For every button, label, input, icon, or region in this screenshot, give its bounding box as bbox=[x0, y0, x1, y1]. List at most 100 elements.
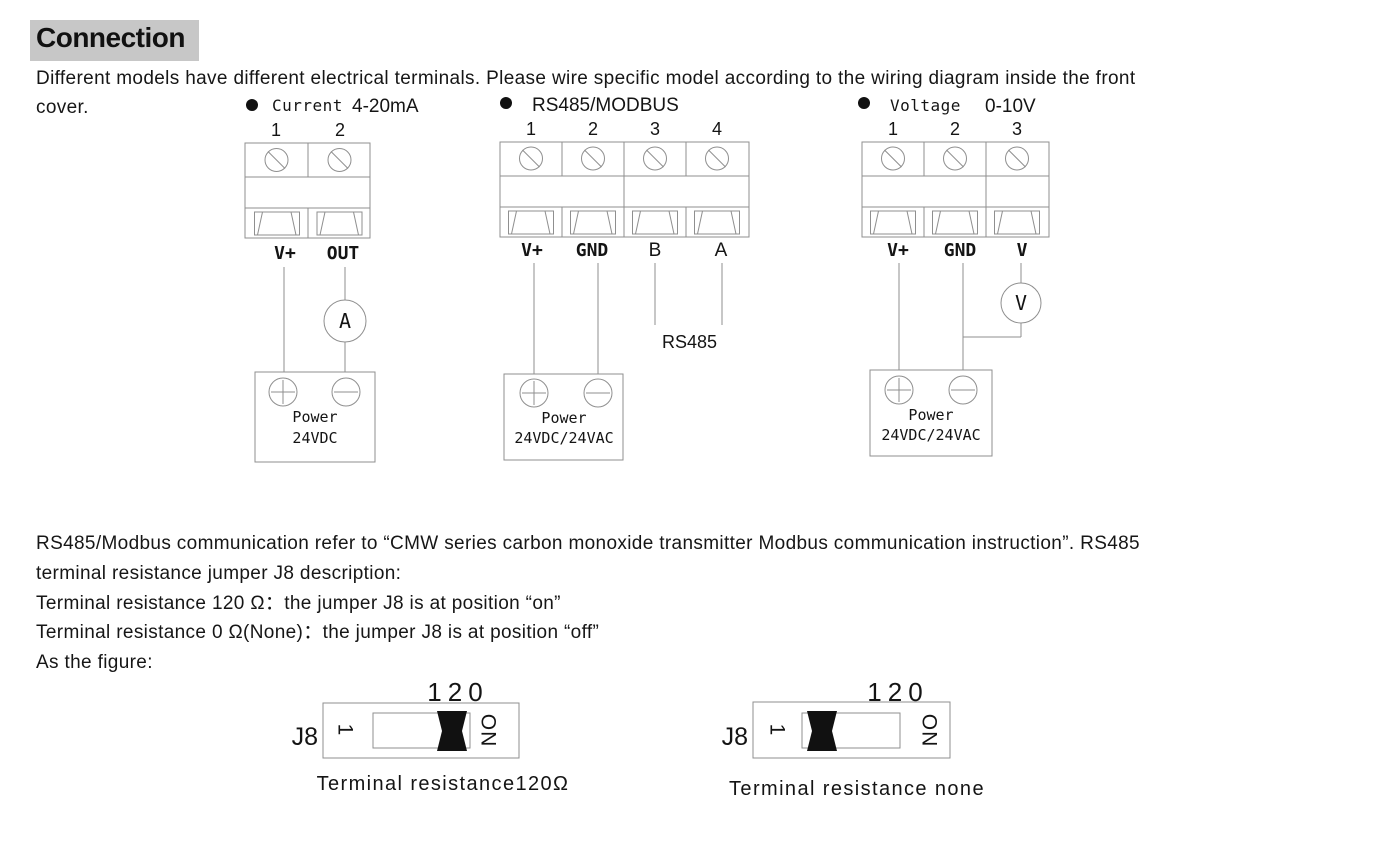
power-rating: 24VDC bbox=[292, 429, 337, 447]
power-supply-box bbox=[869, 369, 993, 457]
screw-icon bbox=[264, 148, 289, 172]
jumper-slot bbox=[372, 712, 471, 749]
screw-icon bbox=[881, 146, 905, 171]
terminal-number: 3 bbox=[1012, 119, 1022, 139]
terminal-block bbox=[861, 141, 1050, 238]
jumper-caption: Terminal resistance120Ω bbox=[317, 773, 570, 795]
notes-paragraph: RS485/Modbus communication refer to “CMW… bbox=[36, 529, 1140, 678]
screw-icon bbox=[327, 148, 352, 172]
terminal-number: 2 bbox=[588, 119, 598, 139]
screw-icon bbox=[643, 146, 667, 171]
plus-terminal-icon bbox=[884, 375, 914, 405]
power-label: Power bbox=[292, 408, 337, 426]
wires bbox=[898, 263, 1042, 370]
terminal-number: 4 bbox=[712, 119, 722, 139]
intro-line-2: cover. bbox=[36, 97, 89, 118]
bullet-icon bbox=[246, 99, 258, 111]
notes-line-1: RS485/Modbus communication refer to “CMW… bbox=[36, 533, 1140, 554]
pin-label: V+ bbox=[521, 240, 543, 261]
rs485-bus-label: RS485 bbox=[662, 332, 717, 352]
wires bbox=[533, 263, 723, 374]
wire-clamp-icon bbox=[694, 210, 740, 235]
wire-clamp-icon bbox=[870, 210, 916, 235]
wire-clamp-icon bbox=[932, 210, 978, 235]
jumper-outline bbox=[752, 701, 951, 759]
pin-label: GND bbox=[944, 240, 977, 261]
notes-line-2: terminal resistance jumper J8 descriptio… bbox=[36, 562, 402, 584]
bullet-icon bbox=[500, 97, 512, 109]
power-supply-box bbox=[254, 371, 376, 463]
on-label: ON bbox=[477, 714, 500, 748]
page-title: Connection bbox=[30, 20, 199, 61]
notes-line-4: Terminal resistance 0 Ω(None)：the jumper… bbox=[36, 622, 600, 644]
screw-icon bbox=[1005, 146, 1029, 171]
jumper-name-label: J8 bbox=[292, 723, 318, 751]
wire-clamp-icon bbox=[632, 210, 678, 235]
jumper-off-figure: 120 J8 1 ON Terminal resistance none bbox=[722, 677, 985, 800]
pin-label: GND bbox=[576, 240, 609, 261]
current-range-label: 4-20mA bbox=[352, 96, 419, 117]
intro-line-1: Different models have different electric… bbox=[36, 68, 1136, 89]
plus-terminal-icon bbox=[519, 378, 549, 408]
minus-terminal-icon bbox=[948, 375, 978, 405]
wires bbox=[283, 267, 367, 372]
pin-label: V+ bbox=[274, 243, 296, 264]
voltage-range-label: 0-10V bbox=[985, 96, 1036, 117]
pin-label: B bbox=[649, 240, 662, 261]
power-rating: 24VDC/24VAC bbox=[514, 429, 613, 447]
voltage-wiring-diagram: Voltage 0-10V 1 2 3 V+ GND V bbox=[858, 96, 1050, 457]
on-label: ON bbox=[918, 714, 941, 748]
terminal-number: 1 bbox=[271, 120, 281, 140]
terminal-number: 1 bbox=[526, 119, 536, 139]
jumper-cap-icon bbox=[437, 711, 467, 751]
wire-clamp-icon bbox=[994, 210, 1040, 235]
modbus-wiring-diagram: RS485/MODBUS 1 2 3 4 V+ GND B A bbox=[499, 95, 750, 461]
modbus-type-label: RS485/MODBUS bbox=[532, 95, 679, 116]
bullet-icon bbox=[858, 97, 870, 109]
jumper-slot bbox=[801, 712, 901, 749]
power-rating: 24VDC/24VAC bbox=[881, 426, 980, 444]
power-label: Power bbox=[908, 406, 953, 424]
pin-label: A bbox=[715, 240, 728, 261]
terminal-block bbox=[244, 142, 371, 239]
notes-line-3: Terminal resistance 120 Ω：the jumper J8 … bbox=[36, 592, 561, 614]
screw-icon bbox=[943, 146, 967, 171]
jumper-name-label: J8 bbox=[722, 723, 748, 751]
screw-icon bbox=[581, 146, 605, 171]
wire-clamp-icon bbox=[316, 211, 363, 236]
pin1-label: 1 bbox=[334, 724, 357, 737]
voltmeter-label: V bbox=[1015, 291, 1027, 315]
power-label: Power bbox=[541, 409, 586, 427]
notes-line-5: As the figure: bbox=[36, 652, 153, 674]
jumper-cap-icon bbox=[807, 711, 837, 751]
jumper-on-figure: 120 J8 1 ON Terminal resistance120Ω bbox=[292, 677, 570, 795]
pin-label: OUT bbox=[327, 243, 360, 264]
resistance-value-label: 120 bbox=[427, 677, 488, 707]
screw-icon bbox=[705, 146, 729, 171]
plus-terminal-icon bbox=[268, 377, 298, 407]
pin-label: V bbox=[1017, 240, 1028, 261]
current-type-label: Current bbox=[272, 96, 343, 115]
terminal-number: 1 bbox=[888, 119, 898, 139]
minus-terminal-icon bbox=[583, 378, 613, 408]
wire-clamp-icon bbox=[254, 211, 300, 236]
wire-clamp-icon bbox=[570, 210, 616, 235]
terminal-number: 2 bbox=[950, 119, 960, 139]
minus-terminal-icon bbox=[331, 377, 361, 407]
intro-paragraph: Different models have different electric… bbox=[36, 64, 1135, 122]
voltage-type-label: Voltage bbox=[890, 96, 961, 115]
power-supply-box bbox=[503, 373, 624, 461]
ammeter-label: A bbox=[339, 309, 351, 333]
screw-icon bbox=[519, 146, 543, 171]
jumper-outline bbox=[322, 702, 520, 759]
section-heading: Connection bbox=[30, 20, 199, 61]
terminal-number: 3 bbox=[650, 119, 660, 139]
current-wiring-diagram: Current 4-20mA 1 2 V+ OUT bbox=[244, 96, 419, 463]
terminal-block bbox=[499, 141, 750, 238]
wire-clamp-icon bbox=[508, 210, 554, 235]
terminal-number: 2 bbox=[335, 120, 345, 140]
jumper-caption: Terminal resistance none bbox=[729, 778, 985, 800]
pin-label: V+ bbox=[887, 240, 909, 261]
pin1-label: 1 bbox=[766, 724, 789, 737]
